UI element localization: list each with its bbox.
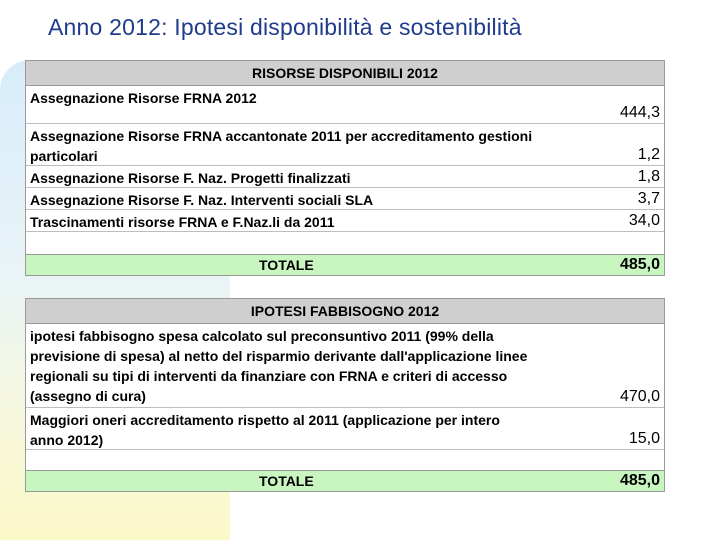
row-label: Assegnazione Risorse FRNA accantonate 20…: [30, 128, 533, 164]
total-value: 485,0: [619, 472, 660, 489]
row-label: Assegnazione Risorse F. Naz. Interventi …: [30, 192, 374, 208]
fabbisogno-header: IPOTESI FABBISOGNO 2012: [26, 299, 664, 324]
row-label: ipotesi fabbisogno spesa calcolato sul p…: [30, 328, 528, 404]
row-value: 15,0: [628, 430, 660, 447]
fabbisogno-total-row: TOTALE 485,0: [26, 470, 664, 491]
table-row: Assegnazione Risorse F. Naz. Interventi …: [26, 188, 664, 210]
total-label: TOTALE: [259, 257, 314, 273]
table-row: ipotesi fabbisogno spesa calcolato sul p…: [26, 324, 664, 408]
risorse-header: RISORSE DISPONIBILI 2012: [26, 61, 664, 86]
row-value: 1,2: [637, 146, 660, 163]
slide-title: Anno 2012: Ipotesi disponibilità e soste…: [48, 14, 522, 40]
total-label: TOTALE: [259, 473, 314, 489]
row-value: 3,7: [637, 190, 660, 207]
row-value: 470,0: [619, 388, 660, 405]
row-value: 1,8: [637, 168, 660, 185]
risorse-table: RISORSE DISPONIBILI 2012 Assegnazione Ri…: [25, 60, 665, 276]
table-row: Maggiori oneri accreditamento rispetto a…: [26, 408, 664, 450]
table-row: Assegnazione Risorse FRNA accantonate 20…: [26, 124, 664, 166]
table-row: Trascinamenti risorse FRNA e F.Naz.li da…: [26, 210, 664, 232]
table-row: Assegnazione Risorse FRNA 2012 444,3: [26, 86, 664, 124]
row-label: Trascinamenti risorse FRNA e F.Naz.li da…: [30, 214, 335, 230]
table-row: Assegnazione Risorse F. Naz. Progetti fi…: [26, 166, 664, 188]
risorse-total-row: TOTALE 485,0: [26, 254, 664, 275]
row-label: Assegnazione Risorse F. Naz. Progetti fi…: [30, 170, 351, 186]
row-value: 444,3: [619, 104, 660, 121]
total-value: 485,0: [619, 256, 660, 273]
row-label: Assegnazione Risorse FRNA 2012: [30, 90, 257, 106]
row-label: Maggiori oneri accreditamento rispetto a…: [30, 412, 500, 448]
row-value: 34,0: [628, 212, 660, 229]
fabbisogno-table: IPOTESI FABBISOGNO 2012 ipotesi fabbisog…: [25, 298, 665, 492]
